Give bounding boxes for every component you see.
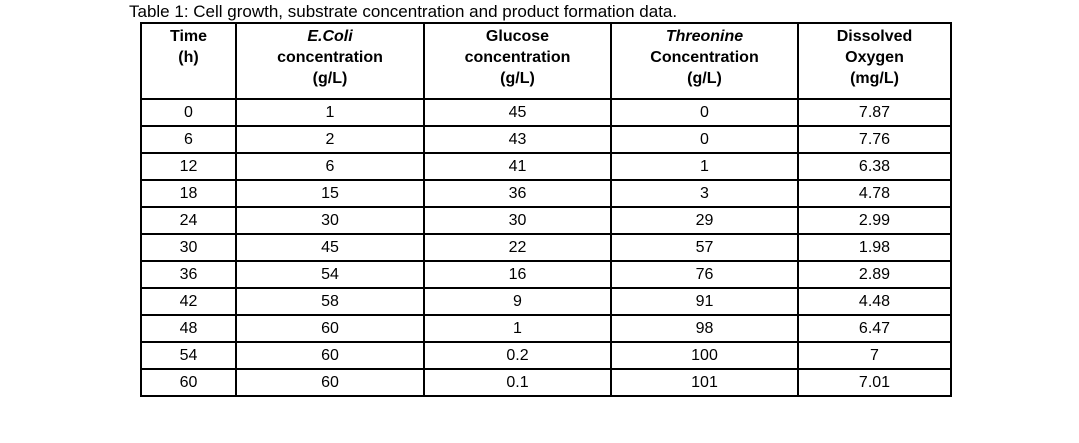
header-line: Threonine bbox=[665, 28, 744, 45]
table-cell: 16 bbox=[423, 260, 612, 289]
table-cell: 30 bbox=[235, 206, 425, 235]
table-row: 6 2 43 0 7.76 bbox=[140, 125, 952, 154]
table-cell: 1 bbox=[610, 152, 799, 181]
table-cell: 22 bbox=[423, 233, 612, 262]
table-row: 36 54 16 76 2.89 bbox=[140, 260, 952, 289]
header-line: (g/L) bbox=[312, 70, 348, 87]
column-header-ecoli-concentration: E.Coli concentration (g/L) bbox=[235, 22, 425, 100]
table-cell: 0.1 bbox=[423, 368, 612, 397]
table-cell: 0 bbox=[610, 98, 799, 127]
table-row: 54 60 0.2 100 7 bbox=[140, 341, 952, 370]
table-cell: 24 bbox=[140, 206, 237, 235]
data-table: Time (h) E.Coli concentration (g/L) Gluc… bbox=[140, 22, 952, 397]
table-row: 0 1 45 0 7.87 bbox=[140, 98, 952, 127]
table-cell: 1 bbox=[423, 314, 612, 343]
table-cell: 7.76 bbox=[797, 125, 952, 154]
header-line: concentration bbox=[277, 49, 383, 66]
header-line: (g/L) bbox=[687, 70, 722, 87]
header-line: Oxygen bbox=[845, 49, 904, 66]
table-cell: 7.01 bbox=[797, 368, 952, 397]
table-row: 60 60 0.1 101 7.01 bbox=[140, 368, 952, 397]
table-cell: 12 bbox=[140, 152, 237, 181]
table-cell: 76 bbox=[610, 260, 799, 289]
header-line: (mg/L) bbox=[850, 70, 899, 87]
table-row: 18 15 36 3 4.78 bbox=[140, 179, 952, 208]
header-line: Time bbox=[169, 28, 208, 45]
table-cell: 18 bbox=[140, 179, 237, 208]
header-line: (g/L) bbox=[500, 70, 535, 87]
table-cell: 43 bbox=[423, 125, 612, 154]
header-line: E.Coli bbox=[307, 28, 353, 45]
table-cell: 36 bbox=[140, 260, 237, 289]
table-cell: 30 bbox=[140, 233, 237, 262]
column-header-dissolved-oxygen: Dissolved Oxygen (mg/L) bbox=[797, 22, 952, 100]
table-row: 42 58 9 91 4.48 bbox=[140, 287, 952, 316]
table-row: 48 60 1 98 6.47 bbox=[140, 314, 952, 343]
table-cell: 6.38 bbox=[797, 152, 952, 181]
table-cell: 58 bbox=[235, 287, 425, 316]
table-cell: 48 bbox=[140, 314, 237, 343]
table-cell: 54 bbox=[140, 341, 237, 370]
table-cell: 30 bbox=[423, 206, 612, 235]
header-line: Concentration bbox=[650, 49, 759, 66]
column-header-threonine-concentration: Threonine Concentration (g/L) bbox=[610, 22, 799, 100]
header-row: Time (h) E.Coli concentration (g/L) Gluc… bbox=[140, 22, 952, 100]
header-line: Glucose bbox=[485, 28, 550, 45]
column-header-glucose-concentration: Glucose concentration (g/L) bbox=[423, 22, 612, 100]
table-cell: 2 bbox=[235, 125, 425, 154]
table-cell: 57 bbox=[610, 233, 799, 262]
table-cell: 98 bbox=[610, 314, 799, 343]
table-row: 24 30 30 29 2.99 bbox=[140, 206, 952, 235]
table-cell: 4.48 bbox=[797, 287, 952, 316]
table-body: 0 1 45 0 7.87 6 2 43 0 7.76 12 6 41 1 6.38 18 15 36 3 4.78 2… bbox=[140, 98, 952, 397]
table-cell: 91 bbox=[610, 287, 799, 316]
table-cell: 6.47 bbox=[797, 314, 952, 343]
table-cell: 101 bbox=[610, 368, 799, 397]
header-line: Dissolved bbox=[836, 28, 913, 45]
table-cell: 29 bbox=[610, 206, 799, 235]
table-row: 30 45 22 57 1.98 bbox=[140, 233, 952, 262]
table-cell: 1.98 bbox=[797, 233, 952, 262]
table-cell: 0 bbox=[610, 125, 799, 154]
table-cell: 60 bbox=[140, 368, 237, 397]
table-cell: 41 bbox=[423, 152, 612, 181]
table-cell: 42 bbox=[140, 287, 237, 316]
table-cell: 54 bbox=[235, 260, 425, 289]
table-cell: 0.2 bbox=[423, 341, 612, 370]
table-header: Time (h) E.Coli concentration (g/L) Gluc… bbox=[140, 22, 952, 100]
table-cell: 15 bbox=[235, 179, 425, 208]
table-cell: 2.99 bbox=[797, 206, 952, 235]
table-cell: 60 bbox=[235, 368, 425, 397]
table-cell: 0 bbox=[140, 98, 237, 127]
table-cell: 3 bbox=[610, 179, 799, 208]
column-header-time: Time (h) bbox=[140, 22, 237, 100]
table-cell: 100 bbox=[610, 341, 799, 370]
table-cell: 6 bbox=[235, 152, 425, 181]
table-cell: 9 bbox=[423, 287, 612, 316]
table-cell: 45 bbox=[423, 98, 612, 127]
table-cell: 1 bbox=[235, 98, 425, 127]
table-row: 12 6 41 1 6.38 bbox=[140, 152, 952, 181]
header-line: concentration bbox=[464, 49, 571, 66]
table-cell: 60 bbox=[235, 314, 425, 343]
table-cell: 2.89 bbox=[797, 260, 952, 289]
table-cell: 60 bbox=[235, 341, 425, 370]
table-caption: Table 1: Cell growth, substrate concentr… bbox=[129, 2, 678, 21]
table-cell: 45 bbox=[235, 233, 425, 262]
table-cell: 6 bbox=[140, 125, 237, 154]
table-cell: 7.87 bbox=[797, 98, 952, 127]
table-cell: 7 bbox=[797, 341, 952, 370]
table-cell: 4.78 bbox=[797, 179, 952, 208]
table-cell: 36 bbox=[423, 179, 612, 208]
header-line: (h) bbox=[178, 49, 199, 66]
